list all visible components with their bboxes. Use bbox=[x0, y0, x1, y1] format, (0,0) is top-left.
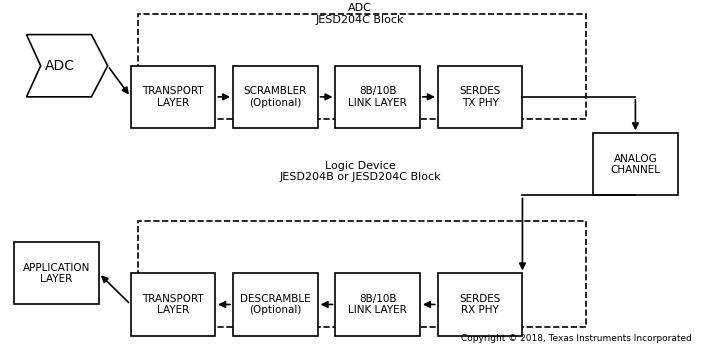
Text: Copyright © 2018, Texas Instruments Incorporated: Copyright © 2018, Texas Instruments Inco… bbox=[461, 334, 692, 343]
FancyBboxPatch shape bbox=[438, 273, 522, 336]
Text: ADC
JESD204C Block: ADC JESD204C Block bbox=[316, 3, 405, 25]
FancyBboxPatch shape bbox=[335, 273, 420, 336]
Text: 8B/10B
LINK LAYER: 8B/10B LINK LAYER bbox=[348, 294, 407, 315]
Bar bbox=[138, 14, 586, 119]
Text: ANALOG
CHANNEL: ANALOG CHANNEL bbox=[611, 154, 660, 175]
FancyBboxPatch shape bbox=[233, 273, 318, 336]
FancyBboxPatch shape bbox=[14, 242, 99, 304]
Bar bbox=[138, 221, 586, 327]
Text: APPLICATION
LAYER: APPLICATION LAYER bbox=[23, 263, 90, 284]
Text: SCRAMBLER
(Optional): SCRAMBLER (Optional) bbox=[244, 86, 307, 108]
Text: DESCRAMBLE
(Optional): DESCRAMBLE (Optional) bbox=[240, 294, 311, 315]
FancyBboxPatch shape bbox=[438, 66, 522, 128]
FancyBboxPatch shape bbox=[593, 133, 678, 195]
FancyBboxPatch shape bbox=[131, 273, 215, 336]
Text: ADC: ADC bbox=[45, 59, 75, 73]
Text: Logic Device
JESD204B or JESD204C Block: Logic Device JESD204B or JESD204C Block bbox=[280, 161, 441, 182]
Polygon shape bbox=[27, 35, 107, 97]
FancyBboxPatch shape bbox=[233, 66, 318, 128]
Text: SERDES
RX PHY: SERDES RX PHY bbox=[460, 294, 501, 315]
Text: 8B/10B
LINK LAYER: 8B/10B LINK LAYER bbox=[348, 86, 407, 108]
Text: TRANSPORT
LAYER: TRANSPORT LAYER bbox=[142, 294, 204, 315]
FancyBboxPatch shape bbox=[131, 66, 215, 128]
FancyBboxPatch shape bbox=[335, 66, 420, 128]
Text: SERDES
TX PHY: SERDES TX PHY bbox=[460, 86, 501, 108]
Text: TRANSPORT
LAYER: TRANSPORT LAYER bbox=[142, 86, 204, 108]
